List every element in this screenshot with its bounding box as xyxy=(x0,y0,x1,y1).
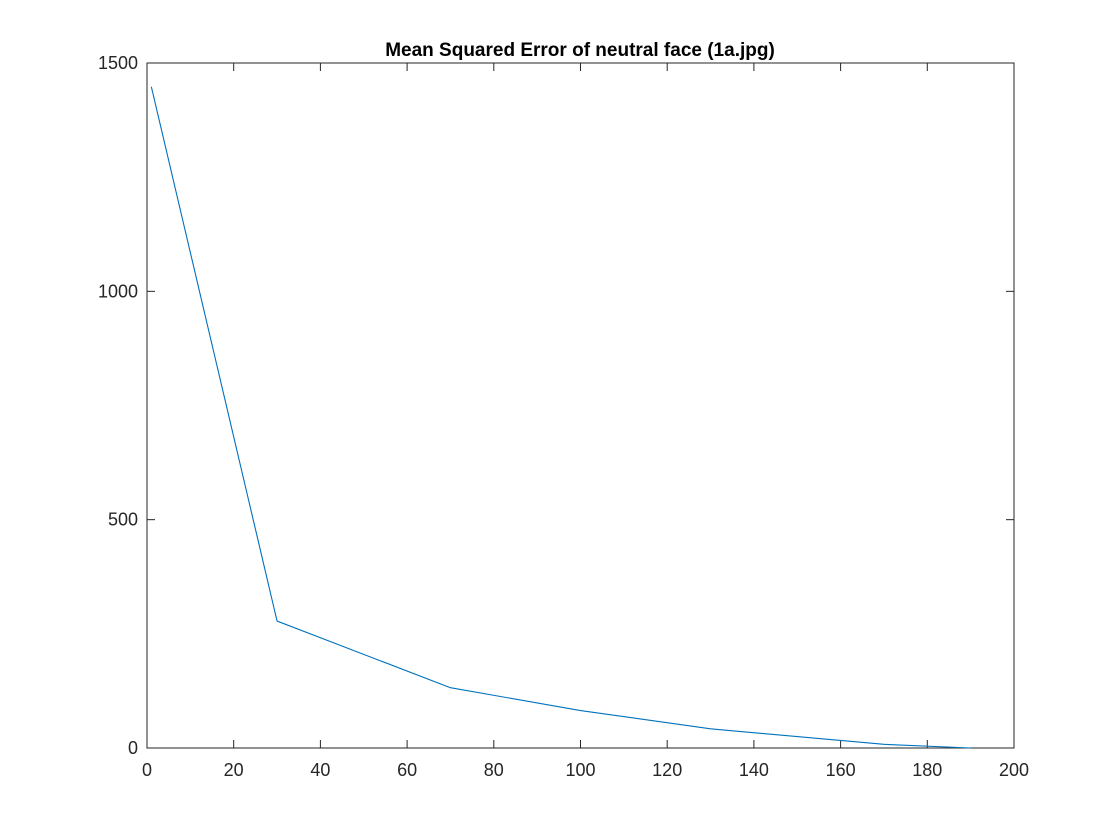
y-tick-label: 0 xyxy=(128,738,138,758)
x-tick-label: 140 xyxy=(739,760,769,780)
y-tick-label: 1500 xyxy=(98,53,138,73)
x-tick-label: 100 xyxy=(565,760,595,780)
x-tick-label: 200 xyxy=(999,760,1029,780)
x-tick-label: 20 xyxy=(224,760,244,780)
x-tick-label: 80 xyxy=(484,760,504,780)
series-line xyxy=(150,86,971,749)
x-tick-label: 120 xyxy=(652,760,682,780)
y-tick-label: 1000 xyxy=(98,281,138,301)
chart-title: Mean Squared Error of neutral face (1a.j… xyxy=(385,40,775,61)
x-tick-label: 60 xyxy=(397,760,417,780)
x-tick-label: 180 xyxy=(912,760,942,780)
x-tick-label: 40 xyxy=(310,760,330,780)
x-tick-label: 0 xyxy=(142,760,152,780)
axes: 0 20 40 60 80 100 120 140 160 180 200 0 500 1000 1500 xyxy=(98,53,1029,780)
plot-series xyxy=(150,86,971,749)
x-tick-label: 160 xyxy=(826,760,856,780)
y-tick-label: 500 xyxy=(108,510,138,530)
